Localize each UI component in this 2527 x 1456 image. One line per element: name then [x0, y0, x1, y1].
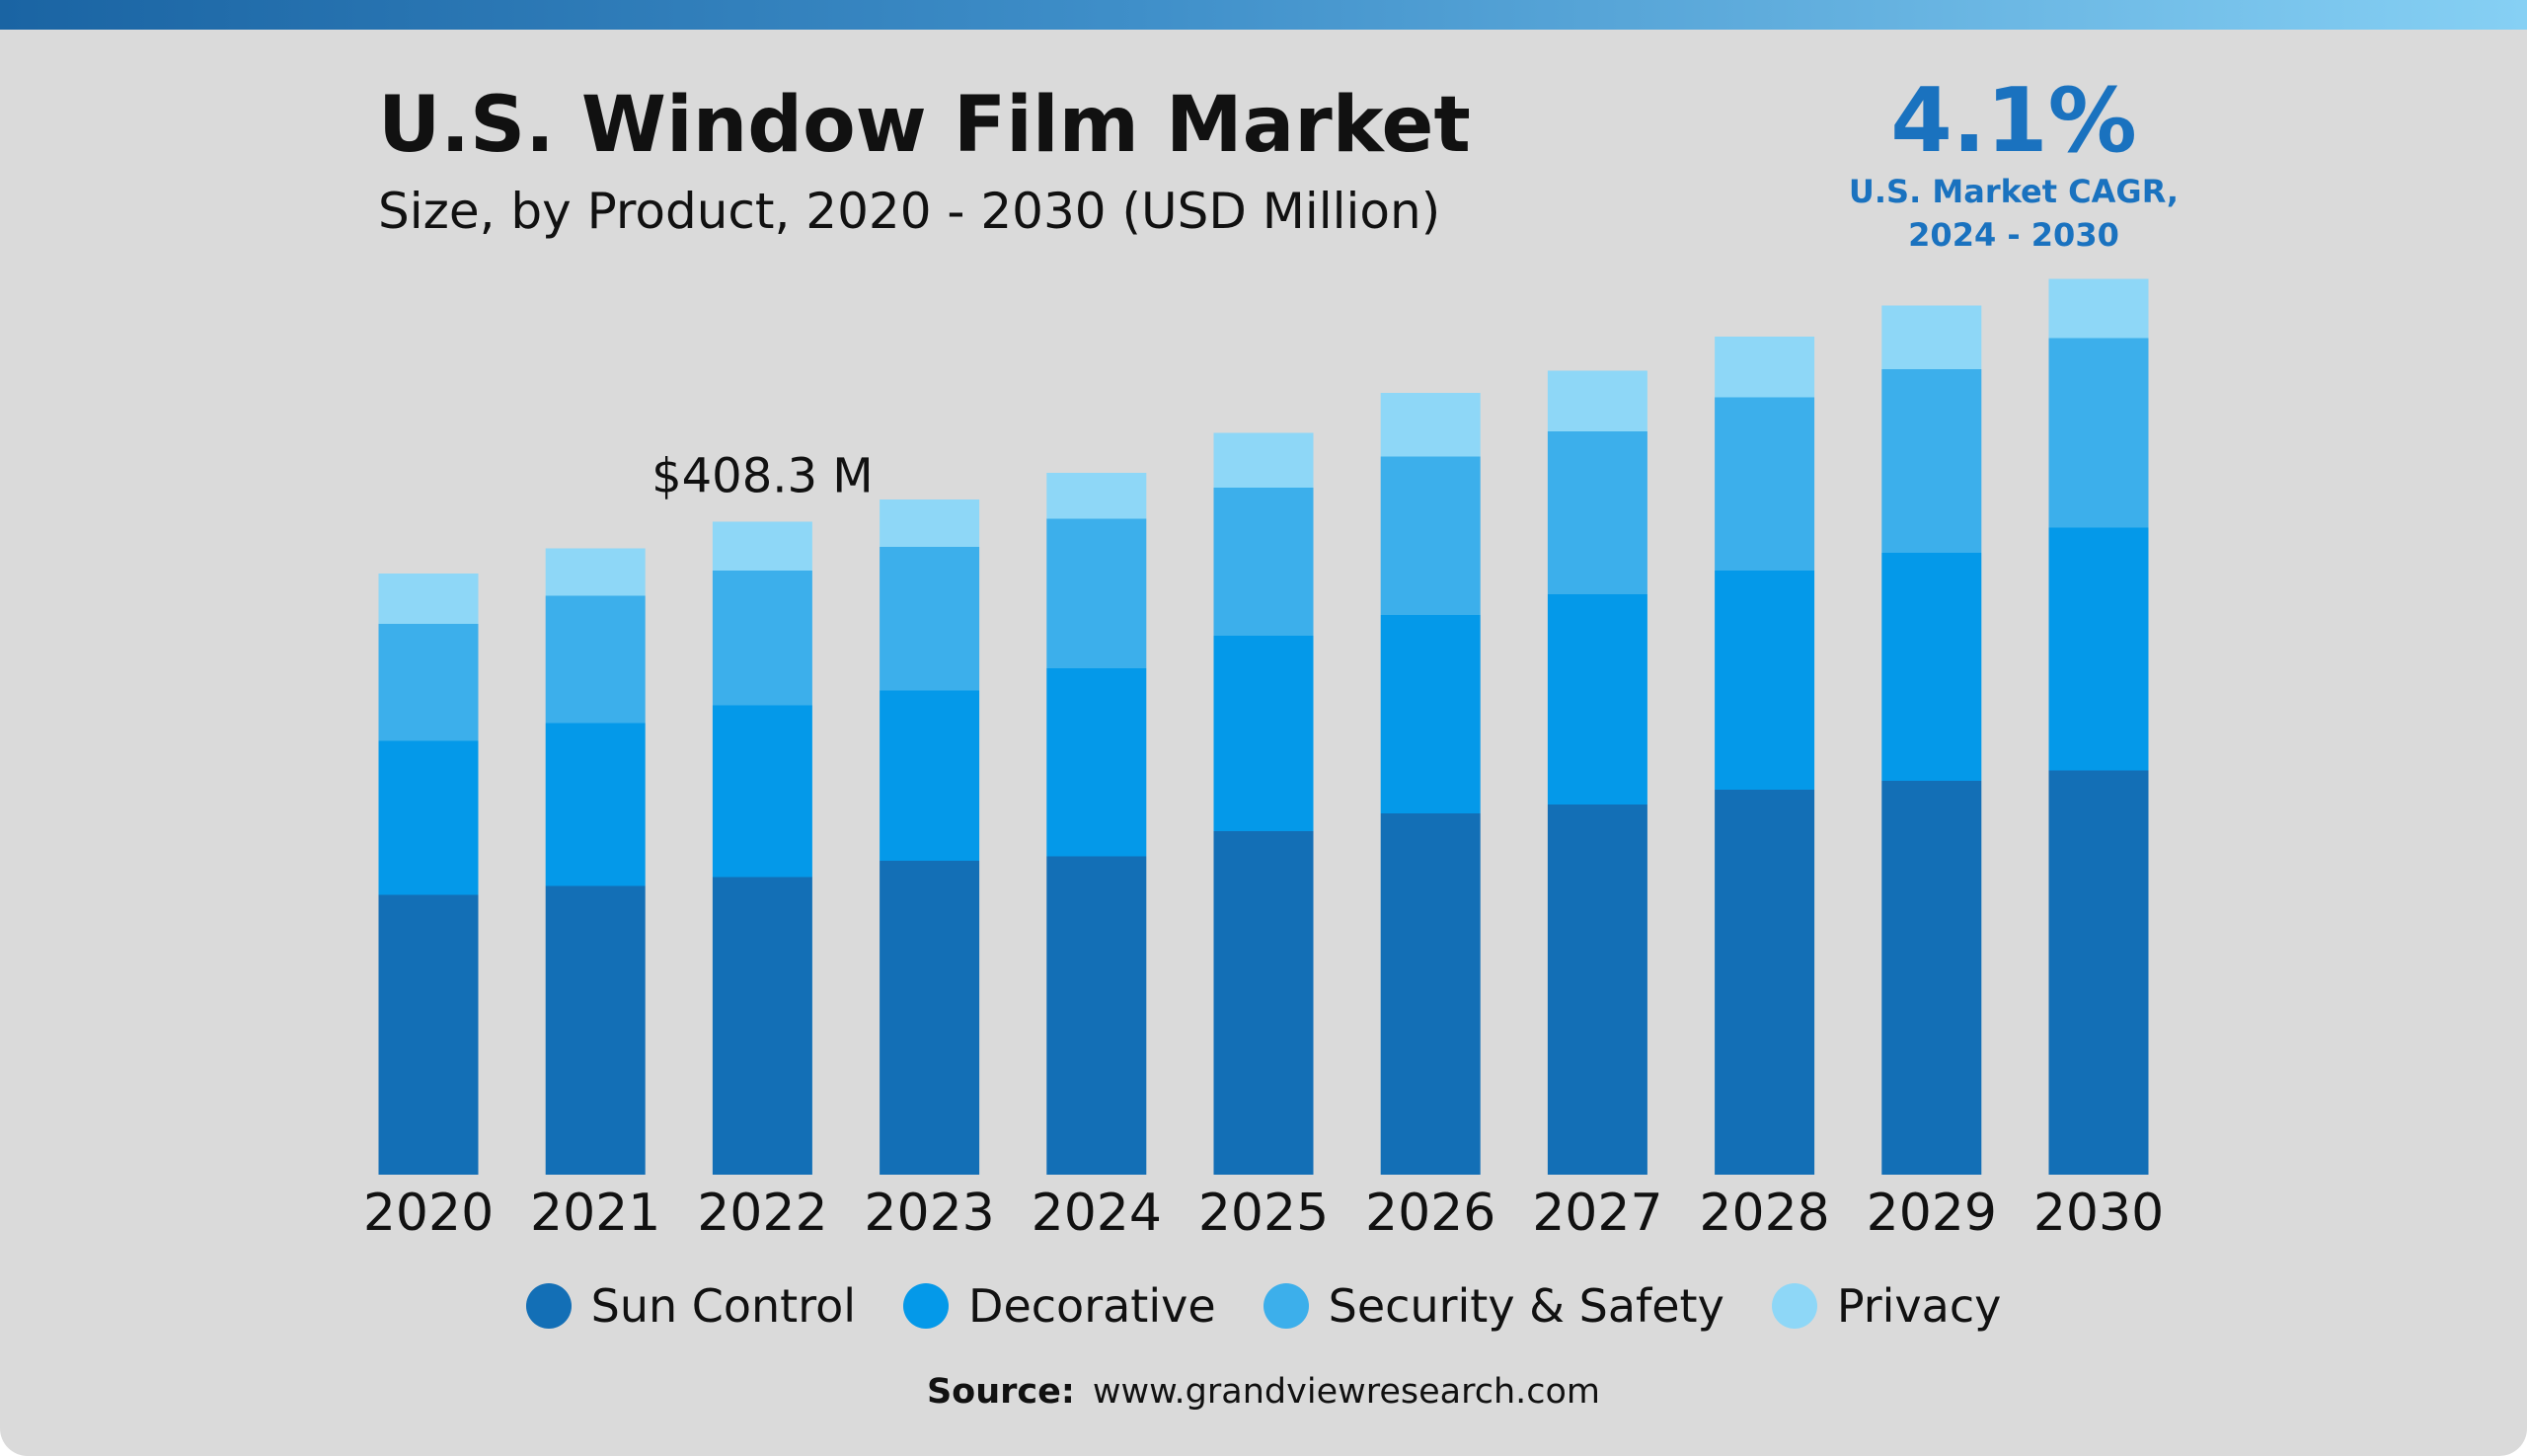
- bar-privacy-2021: [545, 548, 646, 596]
- bar-sun-control-2023: [880, 861, 980, 1175]
- bar-sun-control-2020: [378, 894, 479, 1175]
- bar-privacy-2029: [1881, 305, 1982, 369]
- bar-sun-control-2024: [1046, 856, 1147, 1175]
- bar-security-and-safety-2030: [2048, 338, 2149, 528]
- bar-privacy-2026: [1380, 393, 1481, 457]
- bar-decorative-2020: [378, 740, 479, 895]
- bar-sun-control-2029: [1881, 781, 1982, 1175]
- bar-security-and-safety-2026: [1380, 456, 1481, 615]
- bar-security-and-safety-2028: [1715, 397, 1815, 571]
- x-tick-label-2030: 2030: [2033, 1184, 2164, 1243]
- bar-sun-control-2030: [2048, 770, 2149, 1175]
- source-label: Source:: [926, 1372, 1075, 1412]
- cagr-label: U.S. Market CAGR, 2024 - 2030: [1816, 170, 2211, 257]
- bar-privacy-2025: [1213, 432, 1314, 488]
- legend-item-sun-control: Sun Control: [525, 1279, 857, 1333]
- bar-sun-control-2025: [1213, 831, 1314, 1175]
- legend-swatch-decorative: [903, 1283, 950, 1329]
- bar-security-and-safety-2022: [712, 571, 812, 706]
- legend-swatch-security-safety: [1263, 1283, 1309, 1329]
- bar-sun-control-2028: [1715, 790, 1815, 1175]
- legend-label-decorative: Decorative: [968, 1279, 1216, 1333]
- legend-label-security-safety: Security & Safety: [1328, 1279, 1724, 1333]
- bar-privacy-2028: [1715, 337, 1815, 398]
- bar-decorative-2025: [1213, 636, 1314, 831]
- bar-decorative-2022: [712, 705, 812, 878]
- bar-decorative-2030: [2048, 527, 2149, 771]
- bar-security-and-safety-2029: [1881, 369, 1982, 553]
- chart-subtitle: Size, by Product, 2020 - 2030 (USD Milli…: [378, 183, 1441, 240]
- chart-title: U.S. Window Film Market: [378, 81, 1471, 170]
- legend: Sun Control Decorative Security & Safety…: [0, 1279, 2527, 1333]
- legend-swatch-privacy: [1771, 1283, 1817, 1329]
- bar-privacy-2020: [378, 574, 479, 624]
- legend-label-sun-control: Sun Control: [590, 1279, 857, 1333]
- bar-decorative-2027: [1547, 594, 1647, 805]
- x-tick-label-2026: 2026: [1365, 1184, 1495, 1243]
- source-line: Source: www.grandviewresearch.com: [0, 1372, 2527, 1412]
- x-tick-label-2024: 2024: [1032, 1184, 1162, 1243]
- bar-decorative-2024: [1046, 668, 1147, 857]
- data-label-2022: $408.3 M: [651, 449, 874, 504]
- legend-item-decorative: Decorative: [903, 1279, 1216, 1333]
- bar-security-and-safety-2024: [1046, 518, 1147, 668]
- bar-security-and-safety-2021: [545, 595, 646, 724]
- bar-decorative-2021: [545, 723, 646, 886]
- bar-security-and-safety-2020: [378, 624, 479, 741]
- x-tick-label-2020: 2020: [363, 1184, 494, 1243]
- legend-swatch-sun-control: [525, 1283, 572, 1329]
- bar-privacy-2023: [880, 499, 980, 547]
- bar-decorative-2026: [1380, 615, 1481, 813]
- top-accent-bar: [0, 0, 2527, 30]
- bar-security-and-safety-2025: [1213, 488, 1314, 636]
- bar-privacy-2022: [712, 521, 812, 571]
- bar-sun-control-2021: [545, 885, 646, 1175]
- legend-label-privacy: Privacy: [1836, 1279, 2002, 1333]
- legend-item-privacy: Privacy: [1771, 1279, 2002, 1333]
- bar-privacy-2030: [2048, 278, 2149, 339]
- x-tick-label-2023: 2023: [864, 1184, 994, 1243]
- legend-item-security-safety: Security & Safety: [1263, 1279, 1724, 1333]
- cagr-value: 4.1%: [1890, 69, 2137, 173]
- source-url: www.grandviewresearch.com: [1092, 1372, 1601, 1412]
- bar-privacy-2027: [1547, 370, 1647, 431]
- x-tick-label-2027: 2027: [1532, 1184, 1662, 1243]
- bar-decorative-2023: [880, 690, 980, 861]
- x-tick-label-2029: 2029: [1867, 1184, 1997, 1243]
- bar-security-and-safety-2027: [1547, 431, 1647, 594]
- x-tick-label-2028: 2028: [1699, 1184, 1829, 1243]
- bar-decorative-2029: [1881, 553, 1982, 781]
- bar-decorative-2028: [1715, 571, 1815, 790]
- bar-privacy-2024: [1046, 473, 1147, 519]
- bar-sun-control-2027: [1547, 805, 1647, 1175]
- bar-sun-control-2026: [1380, 813, 1481, 1175]
- x-tick-label-2022: 2022: [697, 1184, 827, 1243]
- cagr-label-line2: 2024 - 2030: [1908, 216, 2119, 254]
- bar-security-and-safety-2023: [880, 547, 980, 691]
- x-tick-label-2021: 2021: [530, 1184, 660, 1243]
- bar-sun-control-2022: [712, 877, 812, 1175]
- cagr-label-line1: U.S. Market CAGR,: [1848, 173, 2180, 210]
- x-tick-label-2025: 2025: [1198, 1184, 1329, 1243]
